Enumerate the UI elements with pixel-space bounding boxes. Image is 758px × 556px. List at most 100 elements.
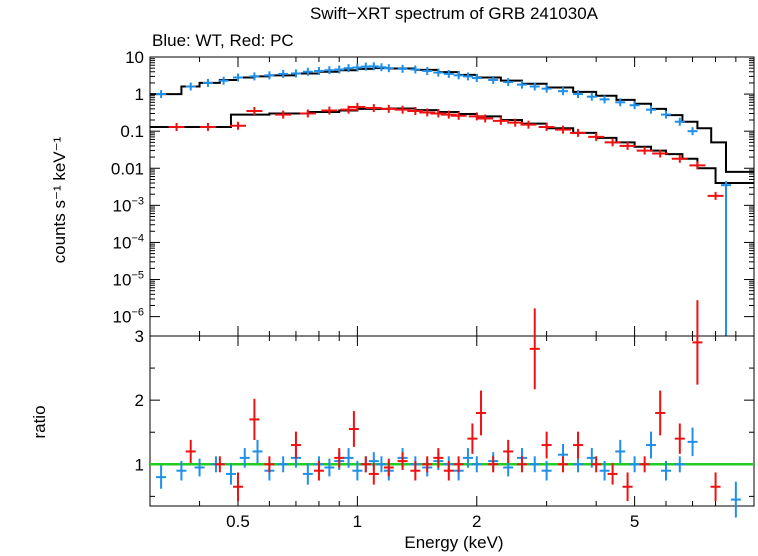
ratio-pc-point [558,456,569,473]
ratio-panel: 0.5 1 2 5 1 2 3 [135,300,755,531]
spectrum-pc-point [468,112,485,121]
ratio-wt-point [529,456,540,473]
ratio-pc-point [591,456,602,473]
spectrum-pc-point [450,111,467,120]
ratio-wt-point [156,465,167,489]
spectrum-wt-point [503,78,514,87]
x-tick-label: 0.5 [226,512,250,531]
ratio-pc-point [368,463,379,485]
spectrum-wt-point [410,65,421,74]
ratio-pc-point [348,411,359,447]
ratio-pc-point [443,460,454,481]
ratio-pc-point [607,463,618,485]
spectrum-pc-point [604,138,621,147]
ratio-pc-point [710,472,721,502]
spectrum-wt-point [343,64,354,73]
spectrum-pc-point [707,191,724,200]
spectrum-wt-point [352,63,363,72]
ratio-pc-point [410,460,421,481]
ratio-pc-point [622,472,633,502]
ratio-wt-point [252,439,263,464]
spectrum-pc-point [229,121,246,130]
spectrum-pc-point [321,106,338,115]
y-tick-label: 0.01 [111,159,144,178]
ratio-pc-point [334,448,345,468]
spectrum-pc-point [394,105,411,114]
spectrum-wt-point [264,71,275,80]
spectrum-pc-point [365,104,382,113]
spectrum-wt-point [218,76,229,85]
spectrum-pc-point [407,106,424,115]
spectrum-wt-point [290,69,301,78]
spectrum-pc-point [299,109,316,118]
ratio-pc-point [467,423,478,454]
spectrum-wt-point [586,92,597,101]
y-tick-label: 10−3 [113,195,144,215]
y-tick-label: 10 [125,48,144,67]
model-pc [150,107,754,185]
spectrum-pc-point [349,102,366,111]
spectrum-wt-point [185,82,196,91]
ratio-pc-point [290,431,301,459]
ratio-wt-point [629,456,640,473]
ratio-pc-point [313,460,324,481]
ratio-wt-point [573,456,584,473]
ratio-wt-point [352,460,363,481]
y-tick-label: 10−6 [113,307,144,327]
ratio-wt-point [343,448,354,468]
spectrum-pc-point [199,122,216,131]
spectrum-pc-point [430,109,447,118]
y-tick-label: 1 [135,85,144,104]
ratio-pc-point [488,456,499,473]
ratio-pc-point [214,456,225,473]
ratio-wt-point [239,448,250,468]
spectrum-wt-point [471,74,482,83]
ratio-wt-point [674,456,685,473]
ratio-pc-point [422,456,433,473]
spectrum-wt-point [278,69,289,78]
spectrum-wt-point [232,73,243,82]
ratio-frame [149,335,755,507]
ratio-pc-point [529,308,540,390]
spectrum-pc-point [419,108,436,117]
ratio-wt-point [541,460,552,481]
ratio-pc-point [516,456,527,473]
y-tick-label: 3 [135,327,144,346]
spectrum-wt-point [156,90,167,99]
spectrum-pc-point [619,141,636,150]
spectrum-pc-point [555,125,572,134]
ratio-wt-point [471,456,482,473]
ratio-wt-point [687,427,698,457]
ratio-wt-point [646,431,657,459]
spectrum-pc-point [380,104,397,113]
spectrum-wt-point [529,82,540,91]
spectrum-wt-point [615,98,626,107]
spectrum-pc-point [570,128,587,137]
ratio-pc-point [453,456,464,473]
ratio-wt-point [324,458,335,477]
ratio-pc-point [692,300,703,385]
ratio-pc-point [264,456,275,473]
spectrum-wt-point [674,117,685,126]
spectrum-wt-point [324,66,335,75]
ratio-pc-point [185,439,196,464]
spectrum-pc-point [340,105,357,114]
ratio-pc-point [541,431,552,459]
ratio-wt-point [462,448,473,468]
ratio-wt-point [730,481,741,518]
spectrum-wt-point [687,127,698,136]
spectrum-wt-point [629,101,640,110]
spectrum-pc-point [477,114,494,123]
spectrum-pc-point [520,120,537,129]
chart-subtitle: Blue: WT, Red: PC [152,31,294,50]
spectrum-pc-point [588,132,605,141]
ratio-pc-point [503,439,514,464]
spectrum-pc-point [671,154,688,163]
spectrum-frame [149,56,755,337]
y-tick-label: 1 [135,455,144,474]
ratio-pc-point [249,398,260,440]
spectrum-wt-point [488,75,499,84]
spectrum-pc-point [492,116,509,125]
spectrum-wt-point [433,68,444,77]
